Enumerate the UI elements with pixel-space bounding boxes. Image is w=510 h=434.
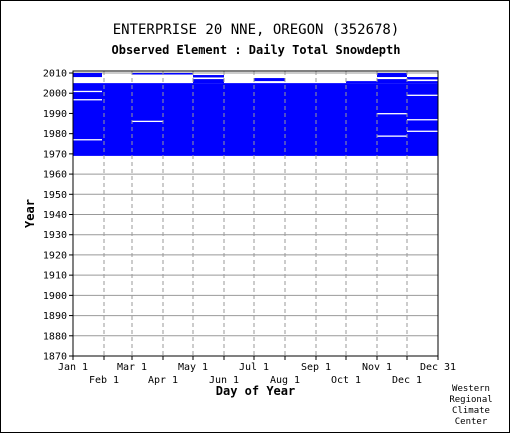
x-tick-label: Dec 1 (392, 375, 422, 386)
y-tick-label: 1990 (43, 109, 67, 120)
y-tick-label: 1970 (43, 149, 67, 160)
data-gap (132, 120, 163, 123)
credit-line-2: Regional (449, 395, 493, 405)
data-segment (346, 81, 377, 84)
y-tick-label: 1940 (43, 210, 67, 221)
data-gap (407, 94, 438, 96)
data-gap (73, 139, 102, 141)
y-tick-label: 1890 (43, 311, 67, 322)
x-tick-label: Jul 1 (239, 362, 269, 373)
data-segment (377, 79, 407, 84)
x-tick-label: Sep 1 (301, 362, 331, 373)
y-tick-label: 1910 (43, 271, 67, 282)
data-gap (407, 119, 438, 121)
data-gap (73, 90, 102, 93)
y-tick-label: 1960 (43, 170, 67, 181)
x-tick-label: Aug 1 (270, 375, 300, 386)
x-tick-label: May 1 (178, 362, 208, 373)
x-tick-label: Jun 1 (209, 375, 239, 386)
x-tick-label: Feb 1 (89, 375, 119, 386)
data-segment (254, 78, 285, 82)
x-tick-label: Dec 31 (420, 362, 456, 373)
data-segment (316, 87, 346, 89)
y-tick-label: 2010 (43, 69, 67, 80)
x-tick-label: Apr 1 (148, 375, 178, 386)
y-tick-label: 1920 (43, 250, 67, 261)
chart-title: ENTERPRISE 20 NNE, OREGON (352678) (112, 22, 400, 38)
credit-line-4: Center (454, 417, 488, 427)
y-tick-label: 2000 (43, 89, 67, 100)
data-gap (377, 135, 407, 137)
plot-border (72, 70, 439, 357)
credit-line-3: Climate (452, 406, 490, 416)
data-block-main (73, 83, 438, 156)
data-gap (377, 113, 407, 115)
x-tick-label: Oct 1 (331, 375, 361, 386)
chart-subtitle: Observed Element : Daily Total Snowdepth (111, 43, 401, 57)
x-tick-label: Jan 1 (58, 362, 88, 373)
x-tick-label: Mar 1 (117, 362, 147, 373)
y-tick-label: 1980 (43, 129, 67, 140)
data-segment (193, 75, 224, 78)
y-tick-label: 1950 (43, 190, 67, 201)
x-axis-label: Day of Year (216, 384, 295, 398)
data-segment (377, 73, 407, 78)
credit-block: Western Regional Climate Center (441, 384, 501, 428)
data-gap (73, 99, 102, 101)
credit-line-1: Western (452, 384, 490, 394)
x-tick-label: Nov 1 (362, 362, 392, 373)
y-tick-label: 1870 (43, 352, 67, 363)
data-segment (407, 77, 438, 80)
y-tick-label: 1880 (43, 331, 67, 342)
data-gap (407, 130, 438, 132)
y-tick-label: 1930 (43, 230, 67, 241)
data-segment (193, 79, 224, 84)
y-tick-label: 1900 (43, 291, 67, 302)
data-segment (73, 73, 102, 78)
data-coverage (73, 73, 438, 156)
data-segment (407, 81, 438, 84)
y-axis-label: Year (23, 199, 37, 228)
